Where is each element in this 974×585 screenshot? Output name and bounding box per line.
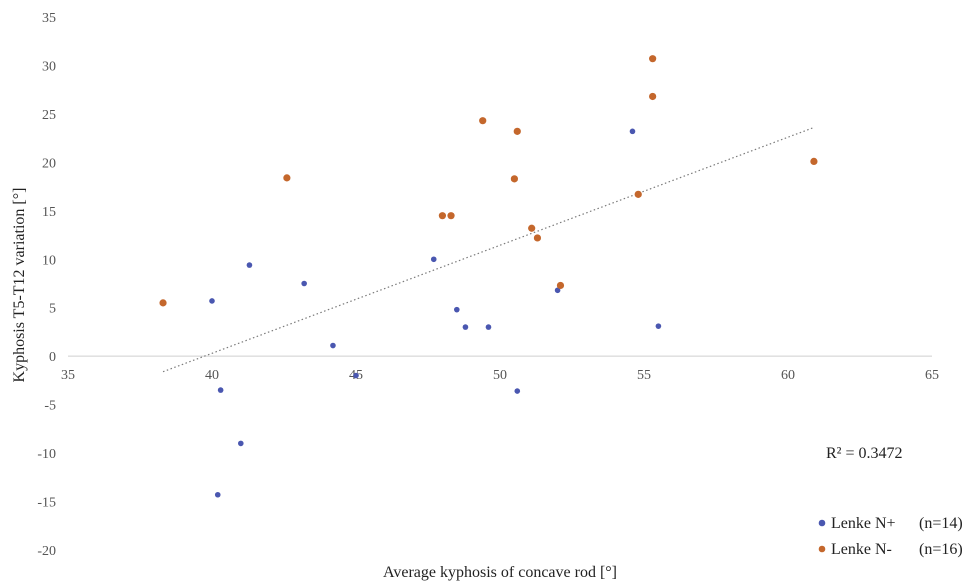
point-lenke-n-plus [430,256,437,263]
point-lenke-n-minus [438,212,446,220]
point-lenke-n-plus [301,280,307,287]
point-lenke-n-minus [479,117,487,125]
point-lenke-n-plus [214,491,221,498]
r-squared-annotation: R² = 0.3472 [826,445,903,462]
x-tick-label: 65 [925,368,939,383]
legend-count-lenke-n-plus: (n=14) [919,515,963,532]
point-lenke-n-minus [634,190,642,198]
x-tick-label: 35 [61,368,75,383]
y-axis-ticks: -20 -15 -10 -5 0 5 10 15 20 25 30 35 [37,11,56,559]
y-tick-label: -5 [44,399,56,414]
y-tick-label: 35 [42,11,56,26]
y-tick-label: 10 [42,253,56,268]
point-lenke-n-plus [238,440,244,447]
legend-label-lenke-n-plus: Lenke N+ [831,515,896,532]
x-axis-ticks: 35404550556065 [61,368,939,383]
point-lenke-n-minus [649,92,657,101]
legend-label-lenke-n-minus: Lenke N- [831,541,892,558]
point-lenke-n-plus [330,342,336,349]
y-tick-label: 15 [42,205,56,220]
point-lenke-n-minus [283,174,291,182]
y-tick-label: 25 [42,108,56,123]
point-lenke-n-minus [447,212,455,220]
legend: Lenke N+ (n=14) Lenke N- (n=16) [818,515,963,558]
x-tick-label: 55 [637,368,651,383]
point-lenke-n-plus [554,287,561,294]
legend-marker-lenke-n-plus [818,519,826,527]
point-lenke-n-plus [485,324,492,330]
y-tick-label: -10 [37,447,56,462]
point-lenke-n-plus [629,128,636,135]
point-lenke-n-plus [462,324,469,330]
y-tick-label: 0 [49,350,56,365]
y-tick-label: -20 [37,544,56,559]
point-lenke-n-minus [528,224,536,232]
y-axis-title: Kyphosis T5-T12 variation [°] [11,188,28,383]
x-tick-label: 40 [205,368,219,383]
x-axis-title: Average kyphosis of concave rod [°] [383,564,617,581]
trendline [162,126,815,373]
point-lenke-n-plus [655,323,662,329]
point-lenke-n-minus [810,157,818,165]
legend-marker-lenke-n-minus [818,545,826,553]
legend-count-lenke-n-minus: (n=16) [919,541,963,558]
point-lenke-n-minus [510,175,518,183]
point-lenke-n-minus [556,281,565,290]
y-tick-label: 5 [49,302,56,317]
point-lenke-n-minus [533,234,542,242]
y-tick-label: 30 [42,59,56,74]
point-lenke-n-plus [217,387,224,393]
x-tick-label: 60 [781,368,795,383]
point-lenke-n-minus [513,127,521,135]
data-points [159,55,818,498]
point-lenke-n-plus [353,372,359,379]
point-lenke-n-plus [454,306,460,313]
y-tick-label: -15 [37,496,56,511]
point-lenke-n-plus [209,298,215,304]
point-lenke-n-plus [246,262,253,268]
x-tick-label: 50 [493,368,507,383]
point-lenke-n-minus [159,299,167,307]
y-tick-label: 20 [42,156,56,171]
point-lenke-n-minus [649,55,657,63]
point-lenke-n-plus [514,388,521,394]
